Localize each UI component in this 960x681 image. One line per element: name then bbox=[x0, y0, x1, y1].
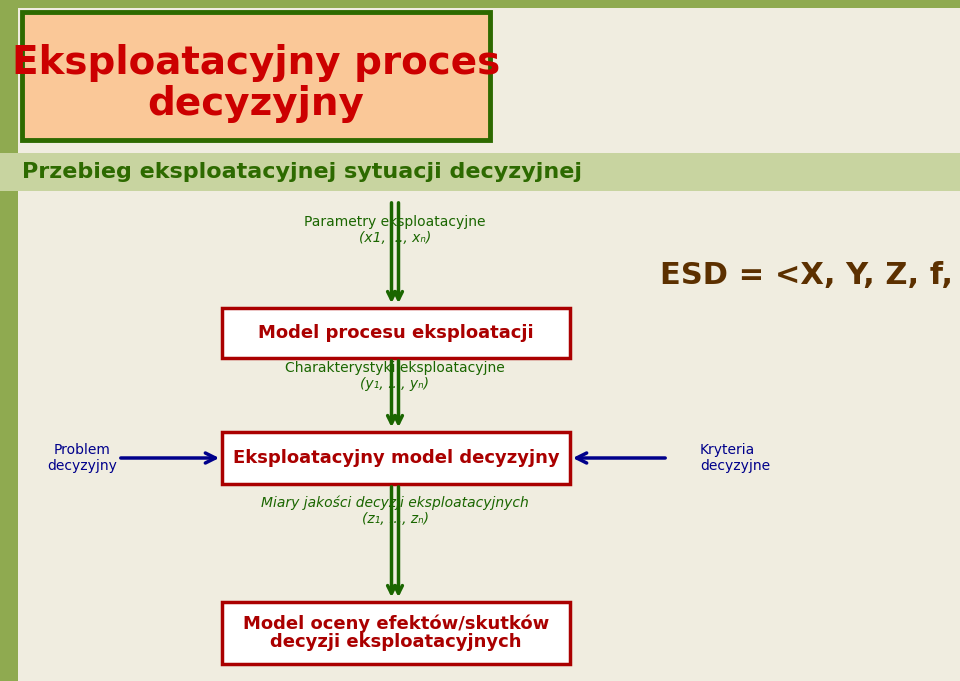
FancyBboxPatch shape bbox=[0, 153, 960, 191]
FancyBboxPatch shape bbox=[222, 432, 570, 484]
Text: decyzyjny: decyzyjny bbox=[148, 85, 365, 123]
FancyBboxPatch shape bbox=[22, 12, 490, 140]
FancyBboxPatch shape bbox=[222, 602, 570, 664]
Text: Miary jakości decyzji eksploatacyjnych: Miary jakości decyzji eksploatacyjnych bbox=[261, 496, 529, 510]
Text: ESD = <X, Y, Z, f, g>: ESD = <X, Y, Z, f, g> bbox=[660, 261, 960, 289]
Text: Eksploatacyjny model decyzyjny: Eksploatacyjny model decyzyjny bbox=[232, 449, 560, 467]
Text: Charakterystyki eksploatacyjne: Charakterystyki eksploatacyjne bbox=[285, 361, 505, 375]
FancyBboxPatch shape bbox=[222, 308, 570, 358]
Text: Model oceny efektów/skutków: Model oceny efektów/skutków bbox=[243, 615, 549, 633]
Text: Parametry eksploatacyjne: Parametry eksploatacyjne bbox=[304, 215, 486, 229]
FancyBboxPatch shape bbox=[0, 0, 960, 8]
Text: Problem: Problem bbox=[54, 443, 110, 457]
Text: decyzyjny: decyzyjny bbox=[47, 459, 117, 473]
Text: (y₁, ..., yₙ): (y₁, ..., yₙ) bbox=[361, 377, 429, 391]
Text: Eksploatacyjny proces: Eksploatacyjny proces bbox=[12, 44, 500, 82]
Text: decyzyjne: decyzyjne bbox=[700, 459, 770, 473]
Text: decyzji eksploatacyjnych: decyzji eksploatacyjnych bbox=[271, 633, 521, 651]
Text: Model procesu eksploatacji: Model procesu eksploatacji bbox=[258, 324, 534, 342]
Text: Przebieg eksploatacyjnej sytuacji decyzyjnej: Przebieg eksploatacyjnej sytuacji decyzy… bbox=[22, 162, 582, 182]
Text: (x1, ..., xₙ): (x1, ..., xₙ) bbox=[359, 231, 431, 245]
Text: Kryteria: Kryteria bbox=[700, 443, 756, 457]
FancyBboxPatch shape bbox=[0, 0, 18, 681]
Text: (z₁, ..., zₙ): (z₁, ..., zₙ) bbox=[362, 512, 428, 526]
